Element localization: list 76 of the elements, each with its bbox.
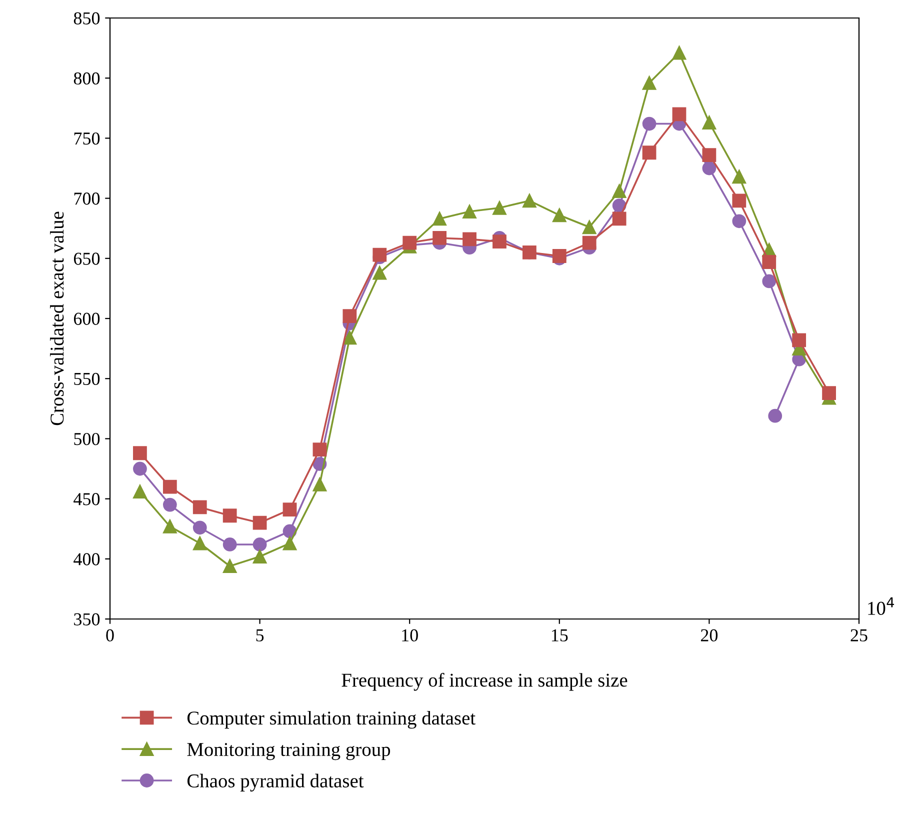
y-tick-label: 850 [74, 12, 100, 24]
x-tick-label: 10 [402, 629, 418, 642]
point [372, 266, 387, 280]
y-tick-label: 500 [74, 432, 100, 446]
point [582, 236, 596, 250]
y-tick-label: 700 [74, 192, 100, 205]
point [582, 220, 596, 234]
point [252, 516, 267, 530]
point [642, 76, 656, 90]
y-tick-label: 650 [74, 252, 100, 265]
x-tick-label: 20 [700, 629, 718, 642]
point [702, 116, 716, 130]
point [732, 194, 746, 208]
x-axis-title: Frequency of increase in sample size [342, 672, 628, 691]
point [552, 249, 566, 263]
point [222, 559, 237, 574]
point [192, 520, 207, 535]
point [252, 550, 267, 564]
x-tick-label: 25 [850, 629, 868, 642]
point [552, 208, 566, 222]
point [612, 212, 626, 226]
legend-label: Monitoring training group [187, 743, 390, 760]
point [672, 46, 686, 60]
point [162, 480, 177, 494]
point [462, 204, 476, 218]
y-tick-label: 550 [74, 372, 100, 386]
y-tick-label: 600 [74, 312, 100, 325]
legend-label: Computer simulation training dataset [187, 710, 476, 729]
point [768, 408, 782, 423]
point [252, 538, 267, 552]
point [672, 107, 686, 122]
point [312, 442, 327, 456]
x-tick-label: 0 [106, 629, 114, 642]
point [762, 255, 776, 269]
point [432, 231, 447, 245]
point [133, 462, 147, 476]
point [162, 520, 177, 534]
point [492, 200, 506, 215]
point [133, 484, 147, 499]
point [792, 333, 806, 348]
point [192, 500, 207, 514]
point [162, 498, 177, 512]
point [342, 330, 357, 345]
point [432, 212, 447, 226]
text: 10$^{4}$ [868, 597, 894, 615]
y-tick-label: 450 [74, 493, 100, 506]
y-tick-label: 400 [74, 553, 100, 566]
point [312, 477, 327, 492]
point [732, 214, 746, 228]
point [462, 232, 476, 246]
point [612, 184, 626, 198]
y-tick-label: 350 [74, 613, 100, 626]
point [402, 236, 417, 250]
point [222, 508, 237, 523]
x-tick-label: 15 [552, 629, 568, 642]
point [282, 536, 297, 550]
point [642, 116, 656, 131]
point [372, 248, 387, 262]
point [702, 161, 716, 176]
y-axis-title: Cross-validated exact value [50, 212, 64, 426]
point [522, 194, 536, 208]
y-tick-label: 750 [74, 132, 100, 145]
y-tick-label: 800 [74, 72, 100, 85]
point [492, 234, 506, 249]
point [192, 536, 207, 550]
point [282, 502, 297, 517]
point [133, 446, 147, 460]
point [732, 170, 746, 184]
point [642, 146, 656, 160]
legend-label: Chaos pyramid dataset [187, 774, 364, 792]
point [222, 538, 237, 552]
point [342, 309, 357, 324]
point [702, 148, 716, 162]
point [762, 274, 776, 288]
point [822, 386, 836, 400]
x-tick-label: 5 [256, 629, 264, 642]
